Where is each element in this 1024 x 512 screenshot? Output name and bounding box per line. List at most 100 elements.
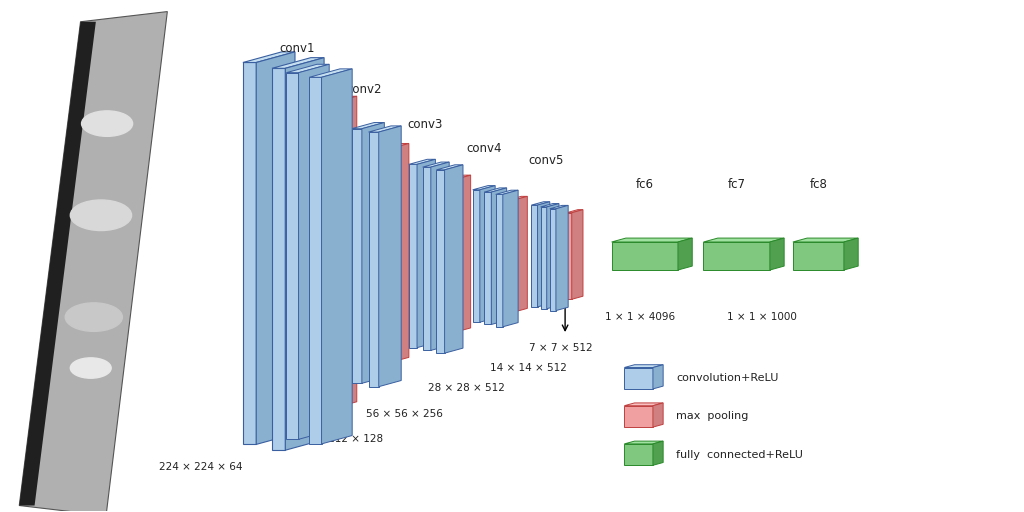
Bar [703, 242, 770, 270]
Text: convolution+ReLU: convolution+ReLU [677, 373, 779, 383]
Bar [508, 200, 514, 312]
Polygon shape [299, 65, 329, 439]
Circle shape [82, 111, 133, 136]
Polygon shape [473, 186, 496, 190]
Bar [625, 406, 653, 427]
Polygon shape [678, 238, 692, 270]
Bar [309, 77, 322, 444]
Bar [625, 444, 653, 465]
Polygon shape [309, 69, 352, 77]
Polygon shape [550, 205, 568, 209]
Circle shape [71, 200, 132, 230]
Text: 14 × 14 × 512: 14 × 14 × 512 [489, 363, 566, 373]
Bar [272, 68, 286, 450]
Polygon shape [503, 190, 518, 327]
Polygon shape [625, 403, 664, 406]
Bar [287, 73, 299, 439]
Bar [484, 192, 492, 325]
Text: 28 × 28 × 512: 28 × 28 × 512 [428, 383, 505, 393]
Text: 56 × 56 × 256: 56 × 56 × 256 [367, 409, 443, 419]
Polygon shape [538, 202, 550, 307]
Polygon shape [625, 441, 664, 444]
Text: max  pooling: max pooling [677, 412, 749, 421]
Bar [793, 242, 844, 270]
Polygon shape [703, 238, 784, 242]
Polygon shape [455, 175, 471, 332]
Polygon shape [484, 188, 507, 192]
Polygon shape [256, 52, 295, 444]
Polygon shape [243, 52, 295, 62]
Polygon shape [547, 204, 559, 309]
Bar [436, 170, 444, 353]
Text: conv2: conv2 [346, 82, 382, 96]
Bar [243, 62, 256, 444]
Polygon shape [322, 69, 352, 444]
Polygon shape [514, 196, 527, 312]
Bar [322, 103, 331, 409]
Polygon shape [19, 12, 167, 512]
Circle shape [66, 303, 123, 331]
Polygon shape [286, 58, 324, 450]
Polygon shape [436, 165, 463, 170]
Bar [380, 149, 388, 363]
Text: 1 × 1 × 4096: 1 × 1 × 4096 [604, 312, 675, 322]
Bar [473, 190, 480, 322]
Polygon shape [447, 175, 471, 180]
Text: conv1: conv1 [280, 42, 315, 55]
Polygon shape [380, 143, 409, 149]
Text: 224 × 224 × 64: 224 × 224 × 64 [159, 462, 243, 472]
Polygon shape [480, 186, 496, 322]
Bar [531, 205, 538, 307]
Polygon shape [331, 96, 356, 409]
Text: fc6: fc6 [636, 178, 653, 191]
Polygon shape [369, 126, 401, 132]
Polygon shape [653, 403, 664, 427]
Bar [369, 132, 379, 387]
Polygon shape [361, 122, 384, 383]
Bar [611, 242, 678, 270]
Polygon shape [19, 22, 96, 505]
Text: conv3: conv3 [408, 118, 443, 131]
Text: fully  connected+ReLU: fully connected+ReLU [677, 450, 803, 460]
Bar [566, 212, 571, 300]
Bar [496, 195, 503, 327]
Bar [351, 129, 361, 383]
Polygon shape [566, 209, 583, 212]
Polygon shape [508, 196, 527, 200]
Polygon shape [625, 365, 664, 368]
Text: fc7: fc7 [728, 178, 745, 191]
Polygon shape [431, 162, 450, 350]
Text: conv5: conv5 [528, 154, 563, 167]
Bar [447, 180, 455, 332]
Polygon shape [653, 441, 664, 465]
Polygon shape [541, 204, 559, 207]
Polygon shape [409, 159, 435, 164]
Polygon shape [611, 238, 692, 242]
Polygon shape [531, 202, 550, 205]
Polygon shape [770, 238, 784, 270]
Bar [409, 164, 417, 348]
Bar [550, 209, 556, 311]
Polygon shape [388, 143, 409, 363]
Polygon shape [417, 159, 435, 348]
Polygon shape [844, 238, 858, 270]
Polygon shape [793, 238, 858, 242]
Polygon shape [571, 209, 583, 300]
Bar [541, 207, 547, 309]
Polygon shape [322, 96, 356, 103]
Polygon shape [496, 190, 518, 195]
Text: conv4: conv4 [467, 142, 502, 155]
Polygon shape [556, 205, 568, 311]
Text: 112 × 112 × 128: 112 × 112 × 128 [293, 434, 383, 444]
Text: 1 × 1 × 1000: 1 × 1 × 1000 [727, 312, 797, 322]
Text: 7 × 7 × 512: 7 × 7 × 512 [529, 343, 593, 353]
Polygon shape [272, 58, 324, 68]
Text: fc8: fc8 [809, 178, 827, 191]
Polygon shape [444, 165, 463, 353]
Polygon shape [379, 126, 401, 387]
Polygon shape [287, 65, 329, 73]
Polygon shape [492, 188, 507, 325]
Polygon shape [351, 122, 384, 129]
Polygon shape [653, 365, 664, 389]
Bar [423, 167, 431, 350]
